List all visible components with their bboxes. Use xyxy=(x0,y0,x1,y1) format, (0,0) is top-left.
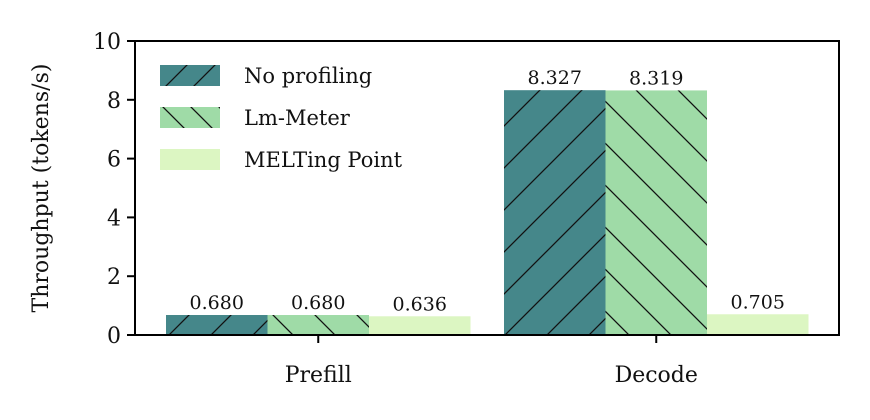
x-tick-label-prefill: Prefill xyxy=(285,363,352,388)
bar-prefill-melting-point xyxy=(369,316,471,335)
legend-swatch-no-profiling-hatch xyxy=(160,65,220,86)
y-tick-label-8: 8 xyxy=(107,89,121,114)
x-axis: Prefill Decode xyxy=(285,335,698,388)
bar-decode-lm-meter-hatch xyxy=(605,90,707,335)
bar-decode-melting-point xyxy=(707,314,809,335)
legend-label-melting-point: MELTing Point xyxy=(244,148,403,172)
data-label-decode-melting-point: 0.705 xyxy=(731,291,785,313)
legend-swatch-melting-point xyxy=(160,149,220,170)
x-tick-label-decode: Decode xyxy=(615,363,698,388)
y-tick-label-2: 2 xyxy=(107,265,121,290)
plot-frame xyxy=(134,40,840,336)
legend-label-lm-meter: Lm-Meter xyxy=(244,106,351,130)
bars-layer xyxy=(166,90,809,335)
y-axis-label: Throughput (tokens/s) xyxy=(29,64,54,313)
legend: No profiling Lm-Meter MELTing Point xyxy=(160,64,403,172)
legend-label-no-profiling: No profiling xyxy=(244,64,372,88)
y-tick-label-6: 6 xyxy=(107,148,121,173)
data-label-prefill-lm-meter: 0.680 xyxy=(291,292,345,314)
bar-decode-no-profiling-hatch xyxy=(504,90,606,335)
data-label-decode-lm-meter: 8.319 xyxy=(629,67,683,89)
bar-prefill-no-profiling-hatch xyxy=(166,315,268,335)
y-tick-label-4: 4 xyxy=(107,206,121,231)
bar-prefill-lm-meter-hatch xyxy=(267,315,369,335)
data-label-decode-no-profiling: 8.327 xyxy=(528,67,582,89)
y-tick-label-10: 10 xyxy=(93,30,121,55)
y-axis: 0 2 4 6 8 10 xyxy=(93,30,135,349)
data-labels-layer: 0.680 0.680 0.636 8.327 8.319 0.705 xyxy=(190,67,785,315)
data-label-prefill-no-profiling: 0.680 xyxy=(190,292,244,314)
y-tick-label-0: 0 xyxy=(107,324,121,349)
data-label-prefill-melting-point: 0.636 xyxy=(393,293,447,315)
legend-swatch-lm-meter-hatch xyxy=(160,107,220,128)
